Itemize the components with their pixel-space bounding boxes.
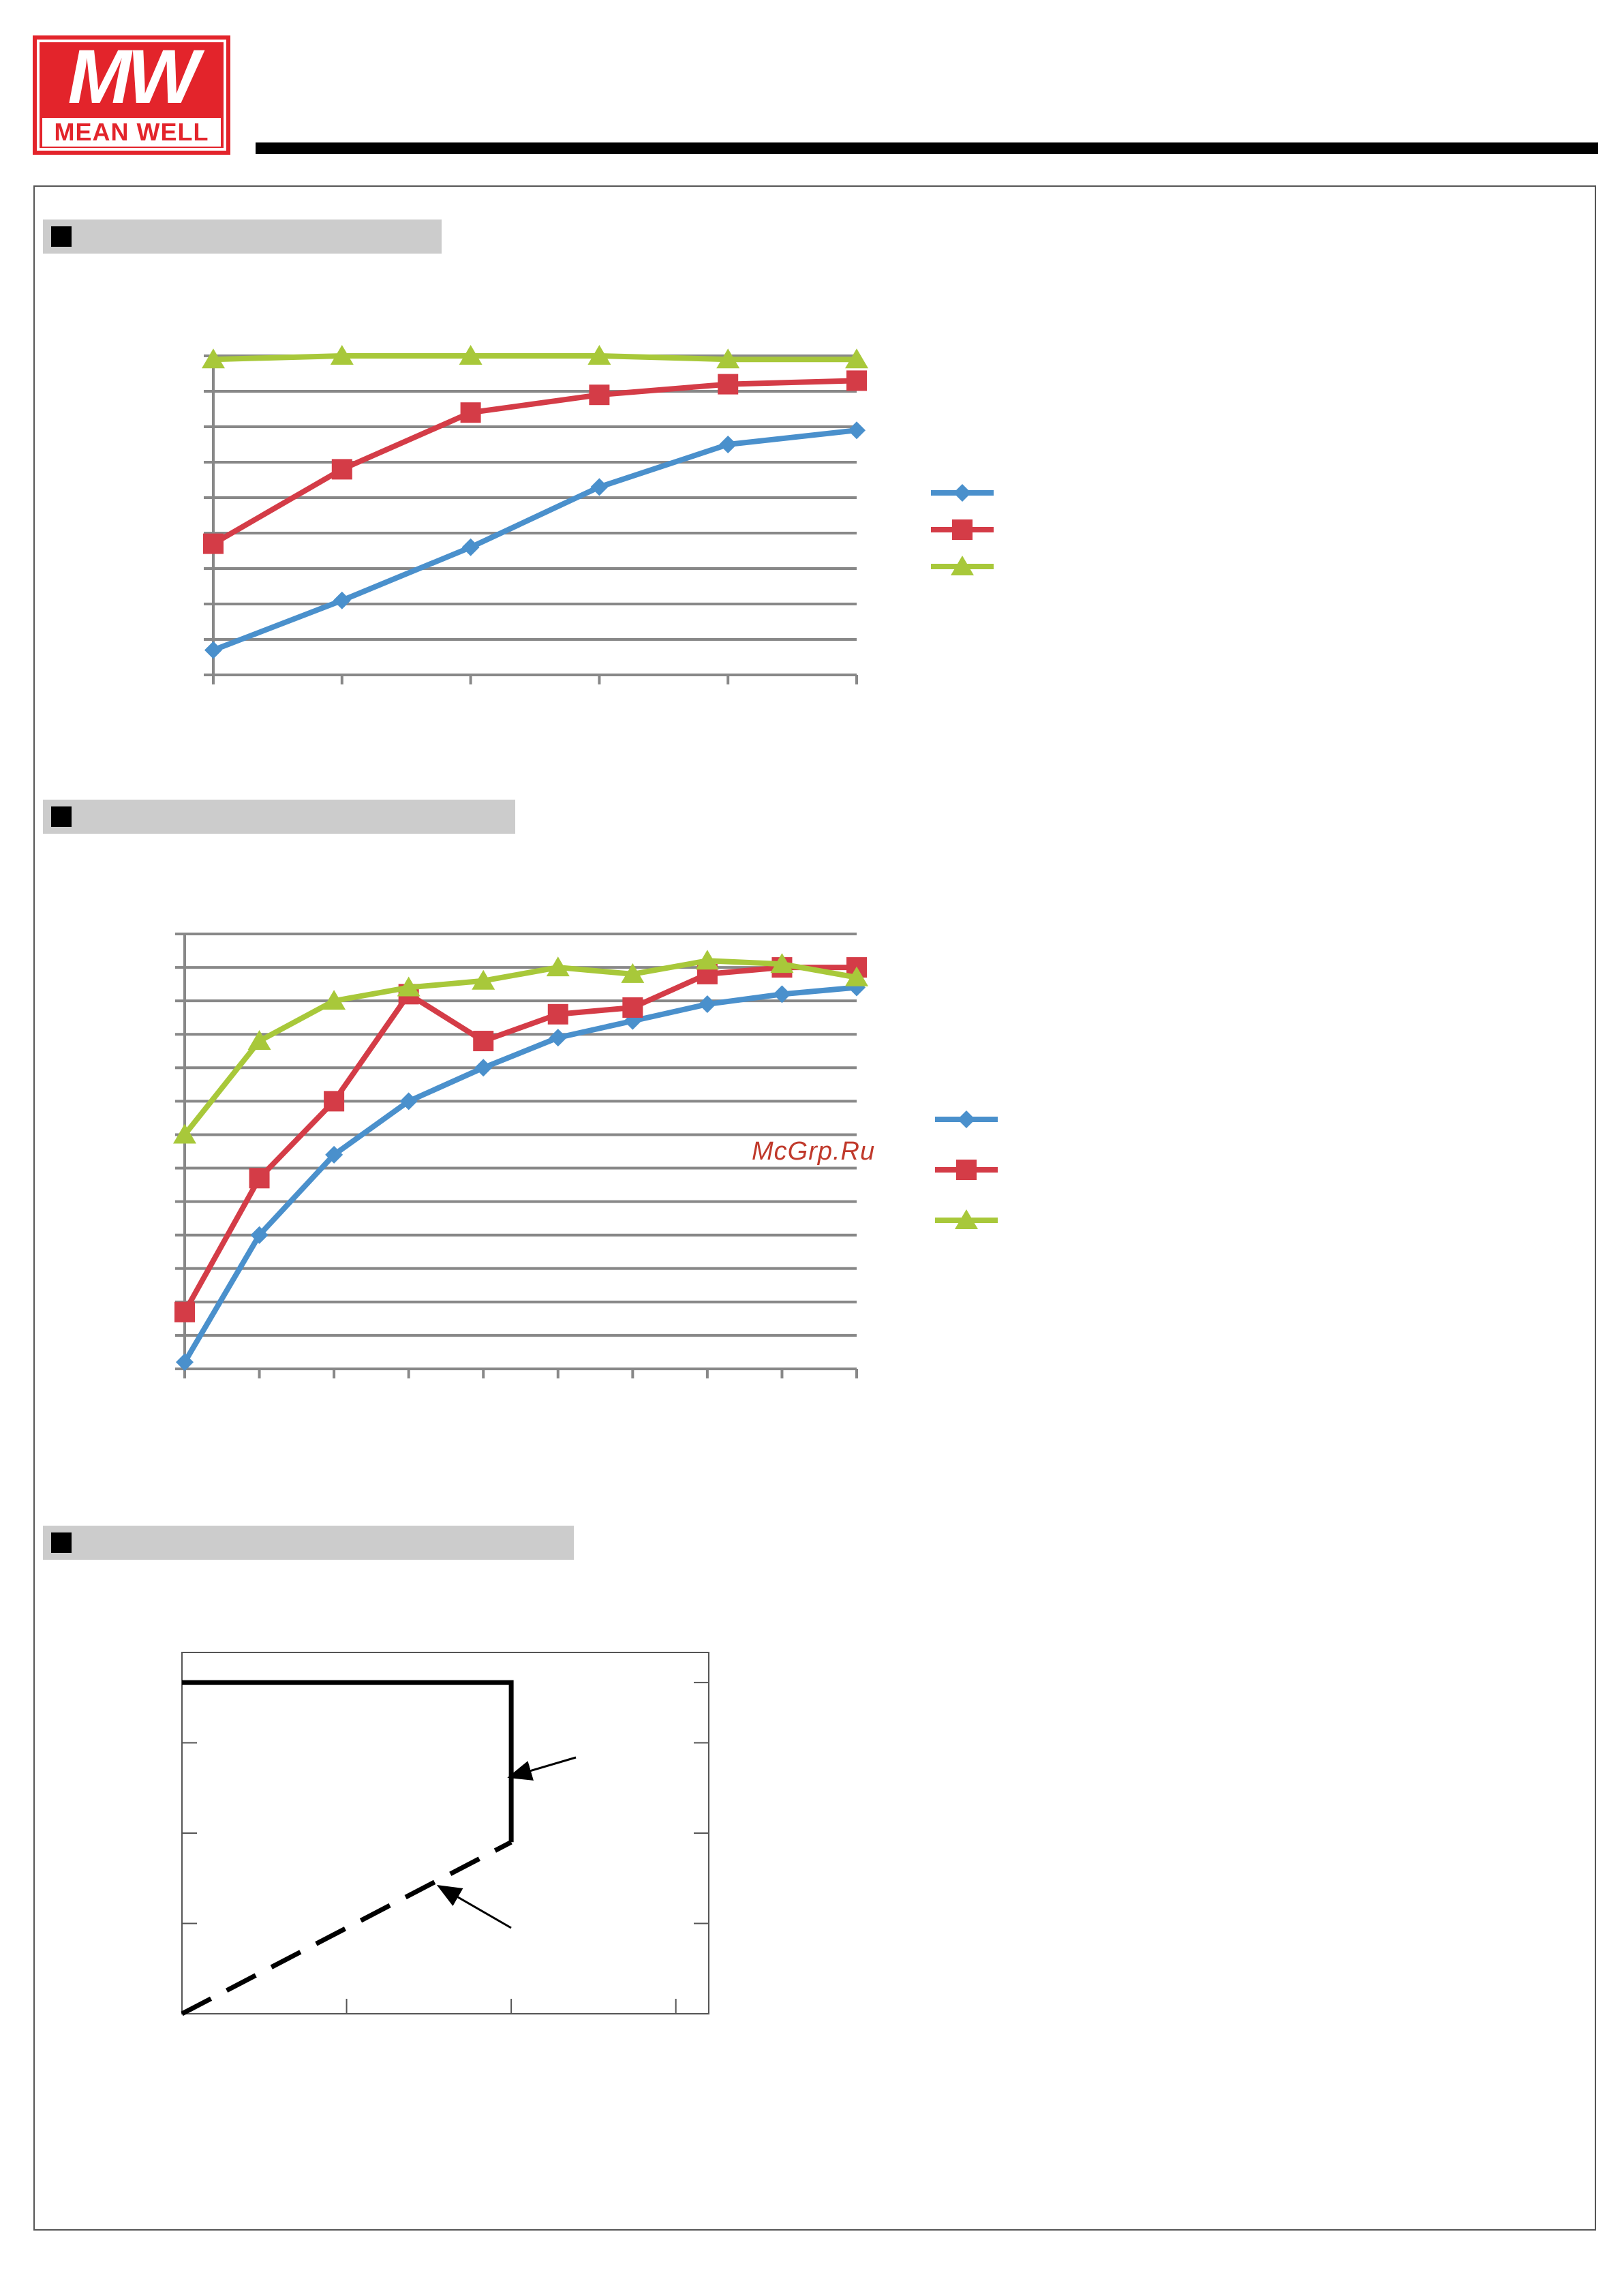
logo-text: MEAN WELL: [42, 118, 221, 147]
data-point: [176, 1353, 194, 1372]
series-line-2: [181, 1840, 512, 2016]
data-point: [397, 976, 420, 997]
data-point: [173, 1123, 196, 1144]
header-rule: [256, 142, 1598, 154]
legend-marker-1: [958, 1111, 975, 1128]
chart-2: [173, 933, 998, 1378]
section-bullet: [51, 806, 72, 827]
data-point: [330, 345, 354, 365]
data-point: [547, 1003, 568, 1025]
data-point: [204, 641, 222, 659]
data-point: [846, 370, 867, 391]
data-point: [474, 1059, 493, 1077]
data-point: [247, 1030, 271, 1051]
data-point: [399, 1092, 418, 1111]
series-line-1: [182, 984, 857, 1364]
data-point: [589, 384, 610, 406]
data-point: [174, 1301, 195, 1323]
series-line-1: [212, 427, 857, 653]
data-point: [546, 956, 570, 977]
series-line-1: [182, 1680, 514, 1843]
series-line-3: [182, 958, 857, 1136]
data-point: [331, 459, 352, 480]
section-header-2: [43, 800, 515, 834]
data-point: [325, 1145, 343, 1164]
data-point: [622, 997, 643, 1018]
legend-marker-3: [951, 556, 974, 575]
logo-mark: MW: [67, 34, 199, 119]
arrow-to-solid-line: [507, 1756, 577, 1781]
data-point: [698, 995, 716, 1014]
legend-marker-1: [953, 484, 971, 502]
data-point: [773, 985, 791, 1003]
plot-frame: [181, 1652, 709, 2014]
data-point: [695, 950, 719, 970]
data-point: [459, 345, 483, 365]
data-point: [587, 345, 611, 365]
arrow-to-dashed-line: [436, 1885, 512, 1929]
data-point: [845, 348, 868, 369]
data-point: [324, 1091, 345, 1112]
data-point: [845, 966, 868, 986]
legend-marker-3: [955, 1209, 978, 1229]
chart-3: [181, 1652, 709, 2016]
data-point: [203, 533, 224, 554]
content-frame: [33, 185, 1596, 2231]
data-point: [770, 953, 794, 973]
data-point: [472, 969, 495, 990]
legend-marker-2: [956, 1160, 977, 1180]
data-point: [848, 421, 866, 440]
data-point: [621, 963, 645, 983]
section-header-3: [43, 1526, 574, 1560]
data-point: [590, 478, 609, 496]
data-point: [718, 374, 739, 395]
logo-border: [37, 40, 226, 151]
chart-1: [202, 345, 994, 684]
data-point: [249, 1168, 270, 1189]
watermark-text: McGrp.Ru: [752, 1137, 876, 1166]
data-point: [461, 538, 480, 556]
series-line-2: [211, 378, 857, 547]
series-line-3: [213, 353, 857, 363]
series-line-2: [182, 965, 857, 1314]
section-bullet: [51, 1532, 72, 1553]
mean-well-logo: MW MEAN WELL: [33, 35, 230, 155]
data-point: [333, 591, 351, 609]
data-point: [322, 990, 346, 1010]
data-point: [716, 348, 740, 369]
section-bullet: [51, 226, 72, 247]
data-point: [250, 1226, 269, 1244]
data-point: [202, 348, 225, 369]
data-point: [719, 436, 737, 453]
section-header-1: [43, 220, 442, 254]
data-point: [460, 402, 481, 423]
legend-marker-2: [952, 519, 973, 540]
data-point: [549, 1029, 567, 1047]
data-point: [473, 1031, 494, 1052]
